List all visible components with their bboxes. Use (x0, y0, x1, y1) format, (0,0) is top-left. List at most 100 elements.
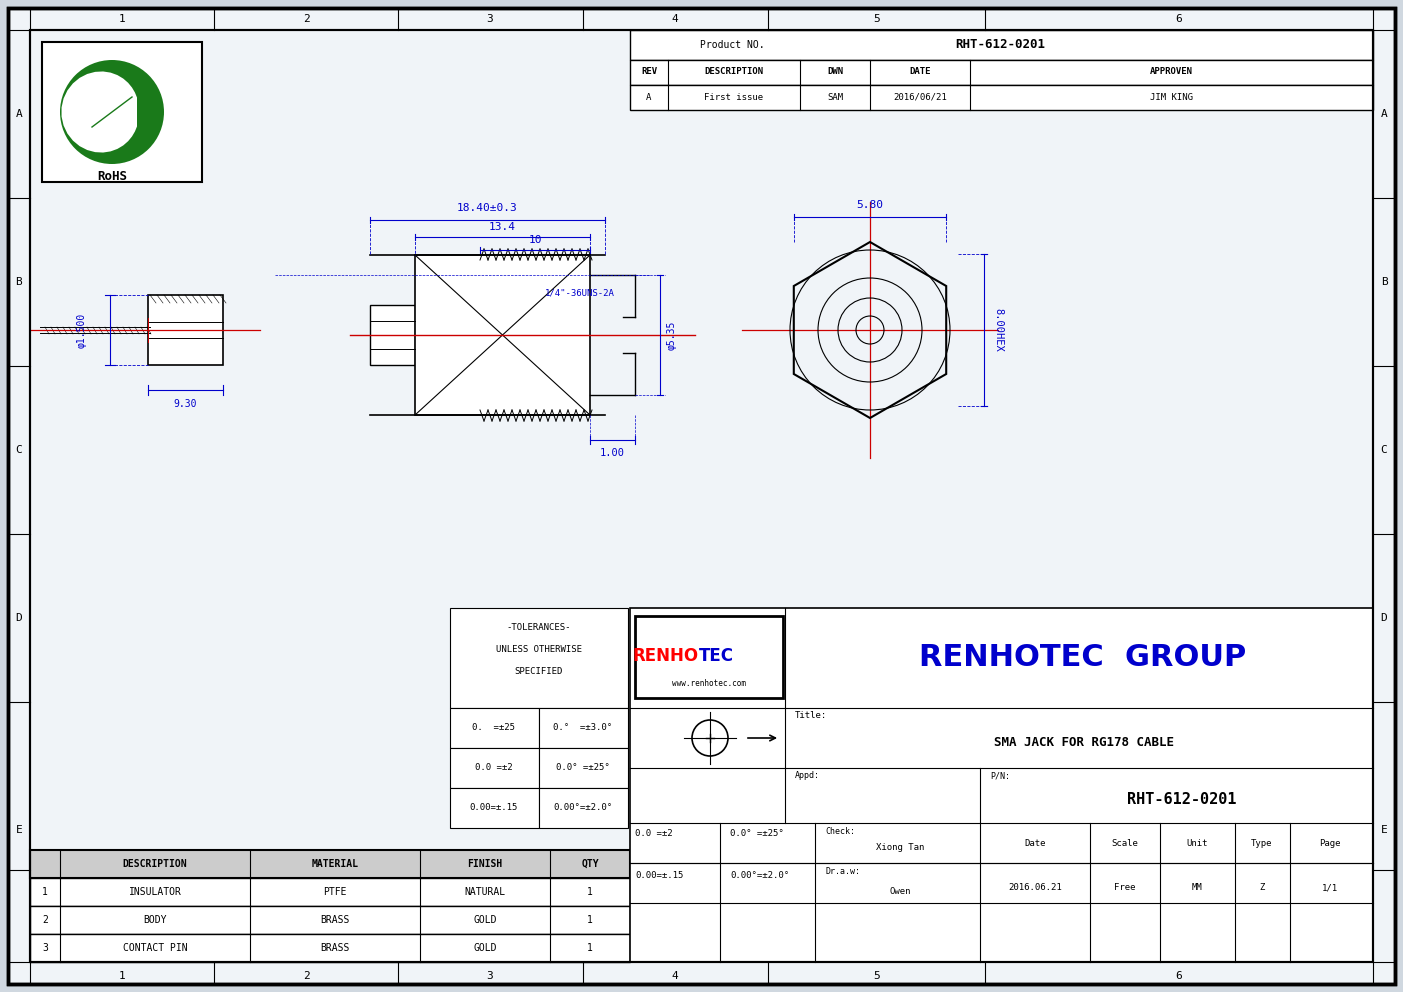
Text: D: D (15, 613, 22, 623)
Text: RENHOTEC  GROUP: RENHOTEC GROUP (919, 644, 1246, 673)
Bar (630, 85, 1374, 110)
Text: 3: 3 (42, 943, 48, 953)
Text: PTFE: PTFE (323, 887, 347, 897)
Text: E: E (15, 825, 22, 835)
Text: 0.0 =±2: 0.0 =±2 (476, 764, 513, 773)
Text: 0.  =±25: 0. =±25 (473, 723, 515, 732)
Text: CONTACT PIN: CONTACT PIN (122, 943, 188, 953)
Text: 0.00=±.15: 0.00=±.15 (636, 871, 683, 880)
Bar (636, 616, 783, 698)
Text: TEC: TEC (699, 647, 734, 665)
Text: MATERIAL: MATERIAL (311, 859, 359, 869)
Text: APPROVEN: APPROVEN (1150, 67, 1193, 76)
Text: φ1.500: φ1.500 (77, 312, 87, 347)
Text: JIM KING: JIM KING (1150, 92, 1193, 101)
Polygon shape (62, 71, 137, 153)
Bar (370, 305, 415, 365)
Text: 1.00: 1.00 (600, 448, 624, 458)
Text: Owen: Owen (890, 887, 911, 896)
Text: DWN: DWN (826, 67, 843, 76)
Text: Type: Type (1251, 838, 1273, 847)
Text: MM: MM (1191, 884, 1202, 893)
Text: Appd:: Appd: (796, 772, 819, 781)
Text: Dr.a.w:: Dr.a.w: (825, 866, 860, 876)
Bar (630, 30, 1374, 60)
Text: C: C (15, 445, 22, 455)
Text: 0.00°=±2.0°: 0.00°=±2.0° (553, 804, 613, 812)
Text: 6: 6 (1176, 14, 1183, 24)
Text: BODY: BODY (143, 915, 167, 925)
Text: 1: 1 (586, 915, 593, 925)
Text: Title:: Title: (796, 711, 828, 720)
Text: GOLD: GOLD (473, 915, 497, 925)
Text: NATURAL: NATURAL (464, 887, 505, 897)
Text: Product NO.: Product NO. (700, 40, 765, 50)
Text: Free: Free (1114, 884, 1136, 893)
Bar (415, 255, 591, 415)
Bar (630, 608, 1374, 962)
Text: D: D (1381, 613, 1388, 623)
Text: REV: REV (641, 67, 657, 76)
Bar (539, 788, 629, 828)
Text: 0.°  =±3.0°: 0.° =±3.0° (553, 723, 613, 732)
Text: 1: 1 (119, 14, 125, 24)
Bar (630, 60, 1374, 85)
Text: QTY: QTY (581, 859, 599, 869)
Bar (450, 708, 539, 748)
Text: Unit: Unit (1187, 838, 1208, 847)
Text: 0.00=±.15: 0.00=±.15 (470, 804, 518, 812)
Bar (147, 295, 223, 365)
Bar (29, 878, 630, 906)
Text: SAM: SAM (826, 92, 843, 101)
Text: A: A (1381, 109, 1388, 119)
Text: 10: 10 (529, 235, 542, 245)
Text: 1: 1 (586, 887, 593, 897)
Text: www.renhotec.com: www.renhotec.com (672, 680, 746, 688)
Bar (539, 708, 629, 748)
Text: φ5.35: φ5.35 (666, 320, 678, 350)
Text: DESCRIPTION: DESCRIPTION (122, 859, 188, 869)
Text: P/N:: P/N: (991, 772, 1010, 781)
Text: First issue: First issue (704, 92, 763, 101)
Text: RENHO: RENHO (633, 647, 699, 665)
Text: A: A (15, 109, 22, 119)
Text: Page: Page (1319, 838, 1341, 847)
Text: 1/1: 1/1 (1322, 884, 1338, 893)
Text: 4: 4 (672, 971, 679, 981)
Bar (42, 42, 202, 182)
Text: E: E (1381, 825, 1388, 835)
Text: 5: 5 (874, 14, 880, 24)
Text: Scale: Scale (1111, 838, 1138, 847)
Text: Date: Date (1024, 838, 1045, 847)
Bar (29, 850, 630, 878)
Text: 0.0° =±25°: 0.0° =±25° (730, 828, 784, 837)
Text: 18.40±0.3: 18.40±0.3 (457, 203, 518, 213)
Text: 5: 5 (874, 971, 880, 981)
Text: INSULATOR: INSULATOR (129, 887, 181, 897)
Text: FINISH: FINISH (467, 859, 502, 869)
Text: 0.0° =±25°: 0.0° =±25° (556, 764, 610, 773)
Text: 2016.06.21: 2016.06.21 (1009, 884, 1062, 893)
Text: SPECIFIED: SPECIFIED (515, 668, 563, 677)
Text: Check:: Check: (825, 826, 854, 835)
Text: BRASS: BRASS (320, 915, 349, 925)
Text: GOLD: GOLD (473, 943, 497, 953)
Text: 3: 3 (487, 971, 494, 981)
Text: 13.4: 13.4 (490, 222, 516, 232)
Text: DATE: DATE (909, 67, 930, 76)
Bar (450, 788, 539, 828)
Text: SMA JACK FOR RG178 CABLE: SMA JACK FOR RG178 CABLE (993, 736, 1174, 750)
Text: -TOLERANCES-: -TOLERANCES- (506, 624, 571, 633)
Bar (29, 934, 630, 962)
Text: Z: Z (1260, 884, 1264, 893)
Text: 8.00HEX: 8.00HEX (993, 309, 1003, 352)
Text: A: A (647, 92, 651, 101)
Text: 4: 4 (672, 14, 679, 24)
Text: Xiong Tan: Xiong Tan (875, 843, 925, 852)
Text: B: B (1381, 277, 1388, 287)
Text: 0.00°=±2.0°: 0.00°=±2.0° (730, 871, 788, 880)
Text: DESCRIPTION: DESCRIPTION (704, 67, 763, 76)
Text: 2: 2 (303, 14, 310, 24)
Text: 6: 6 (1176, 971, 1183, 981)
Text: 1: 1 (119, 971, 125, 981)
